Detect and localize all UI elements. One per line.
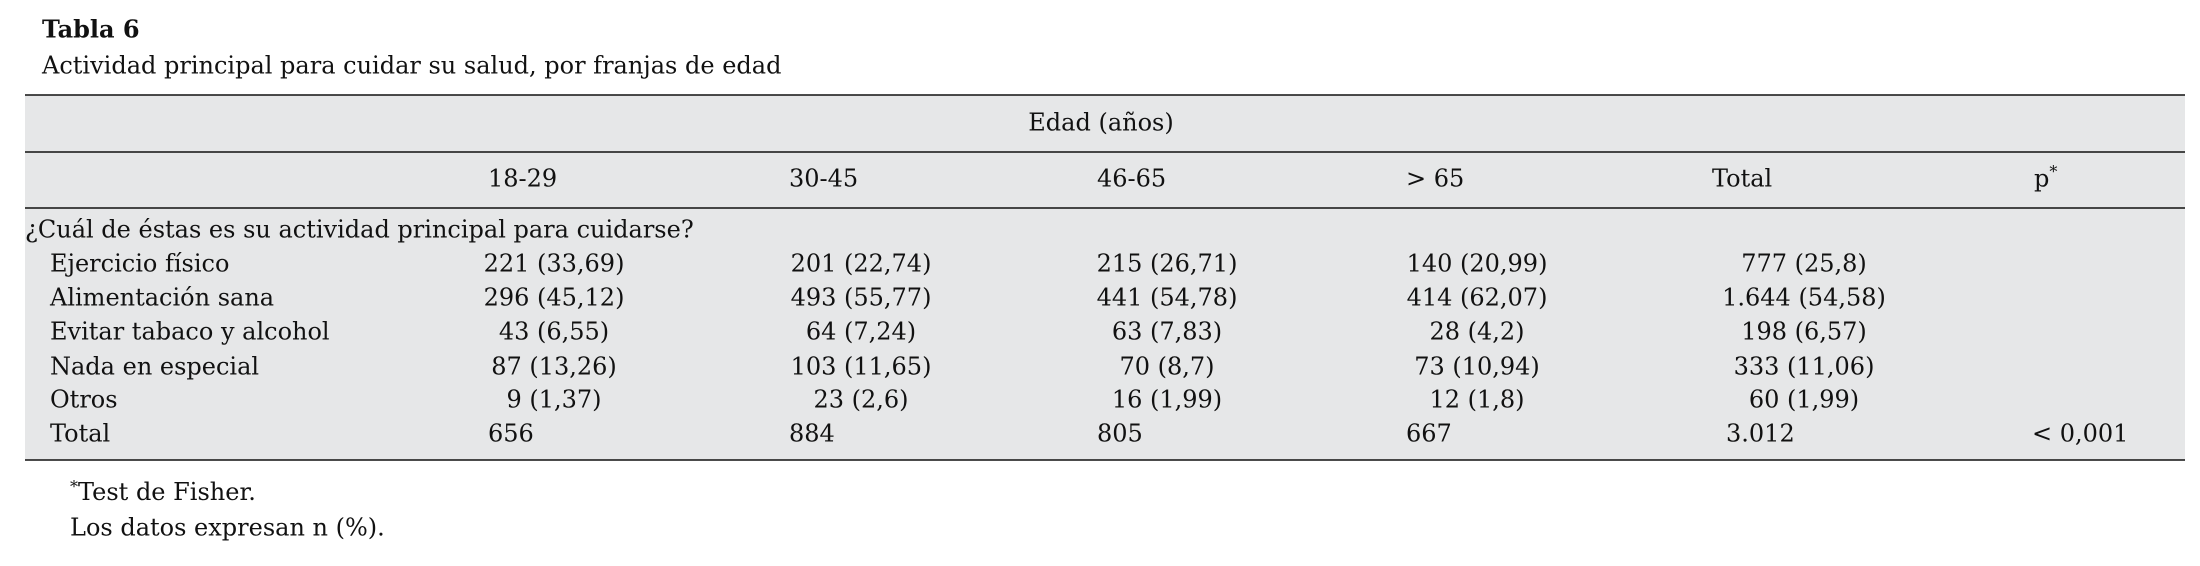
cell: < 0,001 — [2032, 420, 2128, 448]
cell: 884 — [789, 420, 835, 448]
cell: 333 (11,06) — [1734, 353, 1875, 381]
table-caption: Actividad principal para cuidar su salud… — [41, 52, 781, 80]
group-header: Edad (años) — [1028, 109, 1173, 137]
cell: 9 (1,37) — [506, 386, 601, 414]
column-header: 46-65 — [1097, 165, 1166, 193]
column-header: 30-45 — [789, 165, 858, 193]
cell: 493 (55,77) — [791, 284, 932, 312]
cell: 805 — [1097, 420, 1143, 448]
row-label: Alimentación sana — [49, 284, 274, 312]
footnote-text: Test de Fisher. — [78, 478, 256, 506]
cell: 667 — [1406, 420, 1452, 448]
cell: 23 (2,6) — [813, 386, 908, 414]
cell: 140 (20,99) — [1407, 250, 1548, 278]
cell: 43 (6,55) — [499, 318, 609, 346]
cell: 12 (1,8) — [1429, 386, 1524, 414]
cell: 70 (8,7) — [1119, 353, 1214, 381]
cell: 16 (1,99) — [1112, 386, 1222, 414]
table-number: Tabla 6 — [42, 15, 140, 44]
cell: 221 (33,69) — [484, 250, 625, 278]
cell: 296 (45,12) — [484, 284, 625, 312]
cell: 441 (54,78) — [1097, 284, 1238, 312]
cell: 656 — [488, 420, 534, 448]
cell: 28 (4,2) — [1429, 318, 1524, 346]
cell: 215 (26,71) — [1097, 250, 1238, 278]
footnote-mark: * — [70, 477, 78, 496]
cell: 414 (62,07) — [1407, 284, 1548, 312]
row-label: Otros — [50, 386, 118, 414]
cell: 73 (10,94) — [1414, 353, 1540, 381]
cell: 198 (6,57) — [1741, 318, 1867, 346]
column-header: > 65 — [1406, 165, 1464, 193]
cell: 777 (25,8) — [1741, 250, 1867, 278]
row-label: Ejercicio físico — [50, 250, 229, 278]
column-header: Total — [1712, 165, 1772, 193]
cell: 87 (13,26) — [491, 353, 617, 381]
cell: 63 (7,83) — [1112, 318, 1222, 346]
cell: 103 (11,65) — [791, 353, 932, 381]
section-label: ¿Cuál de éstas es su actividad principal… — [25, 216, 694, 244]
cell: 60 (1,99) — [1749, 386, 1859, 414]
footnote: Los datos expresan n (%). — [70, 514, 385, 542]
cell: 64 (7,24) — [806, 318, 916, 346]
row-label: Total — [50, 420, 110, 448]
cell: 1.644 (54,58) — [1722, 284, 1886, 312]
cell: 3.012 — [1726, 420, 1795, 448]
column-header: 18-29 — [488, 165, 557, 193]
row-label: Nada en especial — [50, 353, 259, 381]
row-label: Evitar tabaco y alcohol — [50, 318, 330, 346]
footnote: *Test de Fisher. — [70, 477, 256, 506]
cell: 201 (22,74) — [791, 250, 932, 278]
table-background — [25, 95, 2185, 460]
footnote-mark: * — [2049, 162, 2057, 181]
